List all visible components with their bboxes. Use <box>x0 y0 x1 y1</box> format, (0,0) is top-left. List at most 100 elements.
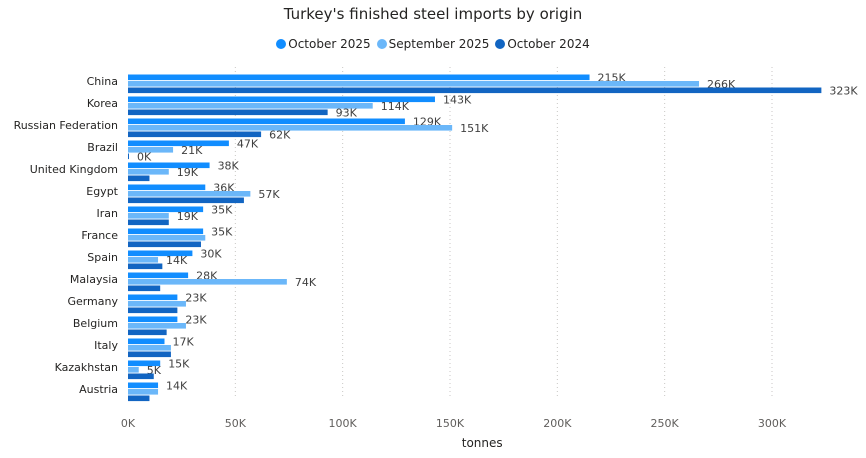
bar[interactable] <box>128 81 700 87</box>
bar[interactable] <box>128 169 169 175</box>
bar[interactable] <box>128 389 159 395</box>
data-label: 74K <box>295 276 317 289</box>
bar[interactable] <box>128 103 373 109</box>
bar[interactable] <box>128 345 171 351</box>
bar[interactable] <box>128 367 139 373</box>
bar[interactable] <box>128 250 193 257</box>
category-label: Spain <box>87 251 118 264</box>
bar[interactable] <box>128 175 150 182</box>
category-label: Germany <box>67 295 118 308</box>
category-label: Malaysia <box>70 273 118 286</box>
data-label: 47K <box>237 137 259 150</box>
bar[interactable] <box>128 197 244 204</box>
legend-swatch <box>276 39 287 49</box>
bar[interactable] <box>128 338 165 345</box>
legend-item[interactable]: September 2025 <box>376 37 490 51</box>
legend-label: October 2024 <box>507 37 590 51</box>
data-label: 14K <box>166 379 188 392</box>
bar[interactable] <box>128 323 186 329</box>
data-label: 19K <box>177 210 199 223</box>
data-label: 17K <box>172 335 194 348</box>
data-label: 19K <box>177 166 199 179</box>
data-label: 151K <box>460 122 489 135</box>
bar[interactable] <box>128 162 210 169</box>
x-tick-label: 200K <box>543 417 572 430</box>
bar[interactable] <box>128 373 154 380</box>
legend: October 2025 September 2025 October 2024 <box>0 37 866 51</box>
bar[interactable] <box>128 257 159 263</box>
legend-swatch <box>495 39 506 49</box>
data-label: 23K <box>185 313 207 326</box>
bar[interactable] <box>128 228 204 235</box>
bar[interactable] <box>128 279 287 285</box>
x-tick-label: 150K <box>436 417 465 430</box>
data-label: 35K <box>211 203 233 216</box>
data-label: 62K <box>269 128 291 141</box>
bar[interactable] <box>128 213 169 219</box>
data-label: 143K <box>443 93 472 106</box>
data-label: 38K <box>218 159 240 172</box>
data-label: 14K <box>166 254 188 267</box>
bar[interactable] <box>128 140 229 147</box>
bar[interactable] <box>128 263 163 270</box>
category-label: United Kingdom <box>30 163 118 176</box>
bar[interactable] <box>128 395 150 402</box>
bar[interactable] <box>128 241 201 248</box>
bar[interactable] <box>128 191 251 197</box>
x-tick-label: 0K <box>121 417 136 430</box>
data-label: 35K <box>211 225 233 238</box>
category-label: China <box>87 75 118 88</box>
x-tick-label: 100K <box>329 417 358 430</box>
x-tick-label: 50K <box>225 417 247 430</box>
data-label: 0K <box>137 150 152 163</box>
bar[interactable] <box>128 153 129 160</box>
bar[interactable] <box>128 235 206 241</box>
bar[interactable] <box>128 360 161 367</box>
chart-title: Turkey's finished steel imports by origi… <box>283 5 583 23</box>
bar[interactable] <box>128 316 178 323</box>
category-label: Brazil <box>87 141 118 154</box>
bar[interactable] <box>128 307 178 314</box>
data-label: 30K <box>200 247 222 260</box>
data-label: 21K <box>181 144 203 157</box>
legend-label: September 2025 <box>388 37 490 51</box>
bar[interactable] <box>128 96 435 103</box>
category-label: Egypt <box>86 185 118 198</box>
category-label: Korea <box>87 97 118 110</box>
category-label: Kazakhstan <box>55 361 118 374</box>
data-label: 15K <box>168 357 190 370</box>
bar[interactable] <box>128 301 186 307</box>
bar[interactable] <box>128 184 206 191</box>
legend-item[interactable]: October 2025 <box>276 37 371 51</box>
x-tick-label: 300K <box>758 417 787 430</box>
bar[interactable] <box>128 147 174 153</box>
bar[interactable] <box>128 87 822 94</box>
data-label: 23K <box>185 291 207 304</box>
category-label: Russian Federation <box>14 119 118 132</box>
data-label: 93K <box>336 106 358 119</box>
category-label: France <box>81 229 118 242</box>
bar[interactable] <box>128 382 159 389</box>
bar[interactable] <box>128 285 161 292</box>
bar[interactable] <box>128 131 262 138</box>
bar[interactable] <box>128 109 328 116</box>
bar[interactable] <box>128 206 204 213</box>
bar[interactable] <box>128 74 590 81</box>
bar[interactable] <box>128 118 405 125</box>
legend-item[interactable]: October 2024 <box>495 37 590 51</box>
category-label: Belgium <box>73 317 118 330</box>
bar[interactable] <box>128 329 167 336</box>
legend-swatch <box>376 39 387 49</box>
bar[interactable] <box>128 272 189 279</box>
bar[interactable] <box>128 125 453 131</box>
bar[interactable] <box>128 351 171 358</box>
category-label: Austria <box>79 383 118 396</box>
bar[interactable] <box>128 294 178 301</box>
bar[interactable] <box>128 219 169 226</box>
data-label: 323K <box>829 84 858 97</box>
data-label: 114K <box>381 100 410 113</box>
x-tick-label: 250K <box>651 417 680 430</box>
legend-label: October 2025 <box>288 37 371 51</box>
